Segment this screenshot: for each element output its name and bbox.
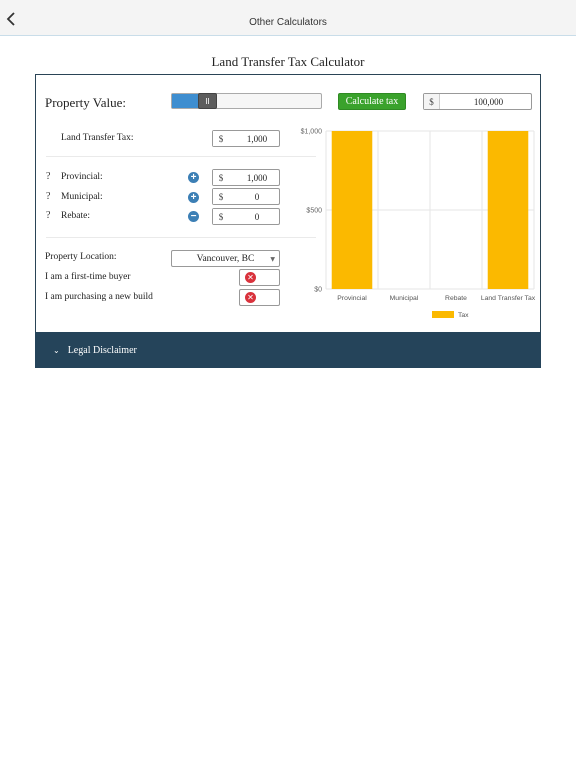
rebate-label: Rebate: bbox=[61, 211, 91, 221]
municipal-field[interactable]: $ 0 bbox=[212, 188, 280, 205]
top-bar: Other Calculators bbox=[0, 0, 576, 36]
bar bbox=[331, 131, 373, 289]
legend-swatch bbox=[432, 311, 454, 318]
x-tick-label: Land Transfer Tax bbox=[481, 295, 536, 302]
help-icon[interactable]: ? bbox=[46, 171, 51, 182]
property-value-slider[interactable] bbox=[171, 93, 322, 109]
bar bbox=[487, 131, 529, 289]
rebate-field[interactable]: $ 0 bbox=[212, 208, 280, 225]
currency-symbol: $ bbox=[213, 189, 229, 204]
divider bbox=[46, 237, 316, 238]
plus-icon: + bbox=[188, 172, 199, 183]
help-icon[interactable]: ? bbox=[46, 210, 51, 221]
page-title: Land Transfer Tax Calculator bbox=[211, 54, 365, 69]
property-value-field[interactable]: $ 100,000 bbox=[423, 93, 532, 110]
y-tick-label: $500 bbox=[306, 208, 322, 215]
chevron-down-icon: ⌄ bbox=[53, 345, 60, 355]
chevron-down-icon: ▼ bbox=[270, 256, 275, 263]
provincial-value[interactable]: 1,000 bbox=[246, 172, 268, 183]
x-tick-label: Provincial bbox=[337, 295, 367, 302]
legal-disclaimer-label: Legal Disclaimer bbox=[67, 344, 137, 356]
calculate-tax-button[interactable]: Calculate tax bbox=[338, 93, 406, 110]
minus-icon: − bbox=[188, 211, 199, 222]
land-transfer-tax-label: Land Transfer Tax: bbox=[61, 133, 134, 143]
provincial-field[interactable]: $ 1,000 bbox=[212, 169, 280, 186]
provincial-label: Provincial: bbox=[61, 172, 103, 182]
back-icon[interactable] bbox=[4, 10, 20, 28]
municipal-value[interactable]: 0 bbox=[254, 191, 260, 202]
property-location-label: Property Location: bbox=[45, 252, 117, 262]
first-time-buyer-toggle[interactable]: ✕ bbox=[239, 269, 280, 286]
municipal-label: Municipal: bbox=[61, 192, 103, 202]
plus-icon: + bbox=[188, 192, 199, 203]
new-build-toggle[interactable]: ✕ bbox=[239, 289, 280, 306]
land-transfer-tax-field: $ 1,000 bbox=[212, 130, 280, 147]
divider bbox=[46, 156, 316, 157]
rebate-value[interactable]: 0 bbox=[254, 211, 260, 222]
property-location-value: Vancouver, BC bbox=[196, 253, 255, 264]
topbar-title: Other Calculators bbox=[249, 17, 327, 28]
land-transfer-tax-value: 1,000 bbox=[246, 133, 268, 144]
currency-symbol: $ bbox=[213, 131, 229, 146]
close-icon: ✕ bbox=[245, 272, 256, 283]
property-value-label: Property Value: bbox=[45, 95, 126, 110]
calculator-panel: Property Value: Calculate tax $ 100,000 … bbox=[35, 74, 541, 368]
slider-thumb[interactable] bbox=[198, 93, 217, 109]
currency-symbol: $ bbox=[213, 170, 229, 185]
x-tick-label: Rebate bbox=[445, 295, 467, 302]
legal-disclaimer-toggle[interactable]: ⌄ Legal Disclaimer bbox=[35, 332, 541, 368]
y-tick-label: $1,000 bbox=[301, 129, 323, 136]
slider-fill bbox=[172, 94, 200, 108]
help-icon[interactable]: ? bbox=[46, 191, 51, 202]
close-icon: ✕ bbox=[245, 292, 256, 303]
x-tick-label: Municipal bbox=[390, 295, 419, 302]
first-time-buyer-label: I am a first-time buyer bbox=[45, 272, 131, 282]
currency-symbol: $ bbox=[424, 94, 440, 109]
new-build-label: I am purchasing a new build bbox=[45, 292, 153, 302]
legend-label: Tax bbox=[458, 312, 469, 319]
property-value-input[interactable]: 100,000 bbox=[473, 96, 504, 107]
y-tick-label: $0 bbox=[314, 287, 322, 294]
tax-chart: $0 $500 $1,000 Provincial Municipal Rebate Lan… bbox=[301, 129, 536, 320]
currency-symbol: $ bbox=[213, 209, 229, 224]
property-location-select[interactable]: Vancouver, BC ▼ bbox=[171, 250, 280, 267]
